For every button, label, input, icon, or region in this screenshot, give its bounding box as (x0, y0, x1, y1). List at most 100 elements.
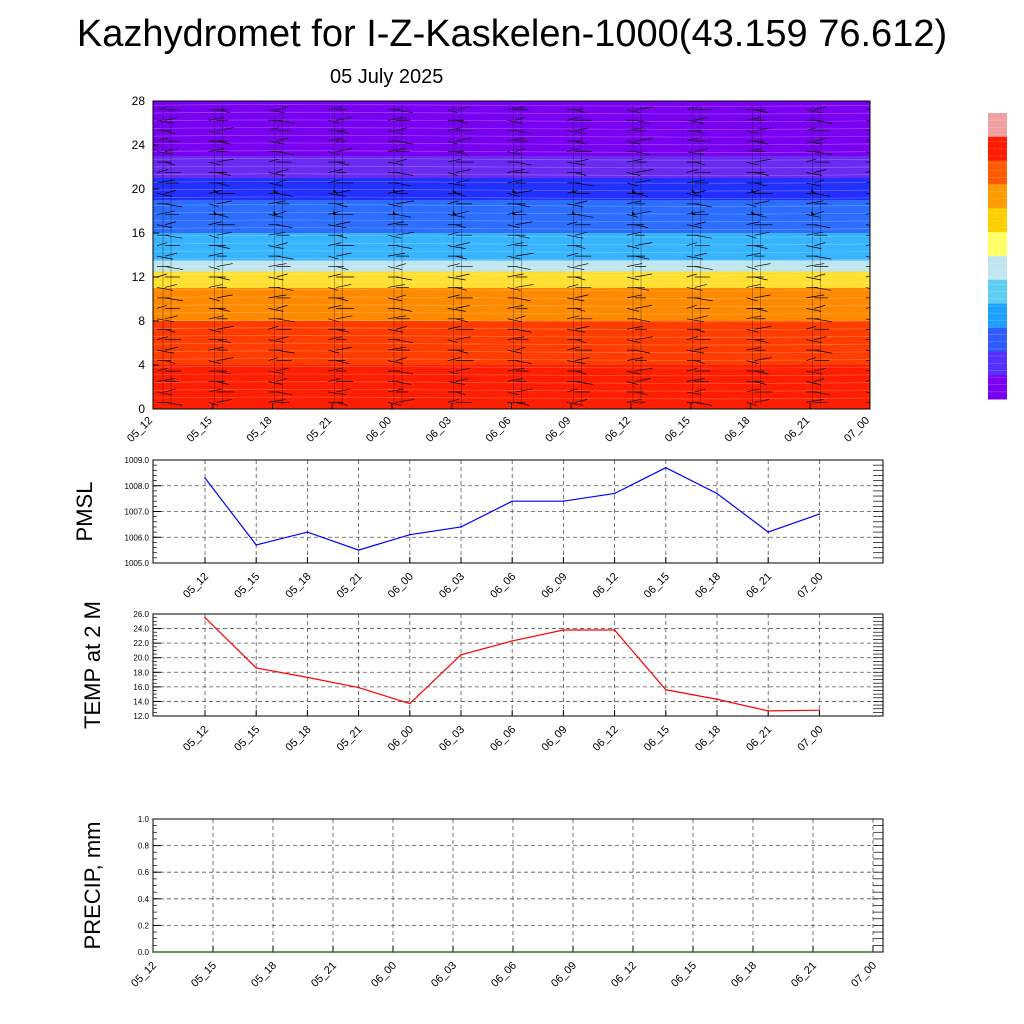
wind-barb (208, 346, 224, 351)
wind-barb (328, 119, 340, 124)
precip-axis-label: PRECIP, mm (80, 822, 105, 950)
pmsl-x-tick-label: 05_21 (335, 571, 365, 601)
precip-x-tick-label: 06_00 (369, 960, 399, 990)
wind-barb (328, 169, 343, 173)
wind-barb (455, 137, 471, 142)
wind-barb (634, 151, 651, 155)
wind-barb (276, 378, 287, 382)
temp-data-point (716, 698, 718, 701)
wind-barb (515, 402, 530, 406)
colorbar-segment (988, 351, 1007, 376)
wind-barb (208, 297, 220, 302)
wind-barb (268, 294, 287, 299)
wind-barb (686, 367, 698, 372)
wind-barb (754, 263, 771, 267)
wind-barb (336, 116, 353, 121)
wind-barb (455, 179, 469, 184)
wind-barb (515, 315, 526, 320)
wind-barb (216, 276, 230, 281)
pmsl-x-tick-label: 06_12 (591, 571, 621, 601)
contour-line (153, 188, 870, 192)
colorbar-segment (988, 113, 1007, 138)
precip-y-tick-label: 0.6 (138, 868, 150, 877)
pmsl-x-tick-label: 06_15 (642, 571, 672, 601)
colorbar-segment (988, 136, 1007, 162)
wind-barb (447, 357, 461, 361)
temp-data-point (306, 676, 309, 679)
wind-barb (865, 275, 870, 278)
contour-line (153, 211, 870, 215)
wind-barb (164, 190, 177, 194)
wind-barb (814, 273, 826, 278)
wind-barb (164, 315, 179, 320)
wind-barb (634, 349, 651, 354)
wind-barb (447, 308, 466, 312)
wind-barb (387, 130, 404, 135)
wind-barb (216, 370, 231, 375)
pmsl-y-tick-label: 1007.0 (125, 508, 150, 517)
wind-barb (874, 117, 890, 120)
pmsl-axis-label: PMSL (72, 482, 97, 542)
wind-barb (575, 294, 589, 299)
wind-barb (328, 287, 339, 291)
pmsl-data-point (511, 500, 513, 503)
wind-barb (336, 234, 348, 239)
wind-barb (814, 224, 831, 229)
wind-barb (447, 172, 458, 176)
wind-barb (208, 148, 224, 152)
wind-pennant (811, 211, 816, 215)
wind-barb (447, 276, 466, 281)
wind-barb (276, 210, 287, 215)
wind-barb (567, 203, 584, 208)
contour-line (153, 327, 870, 330)
temp-y-tick-label: 14.0 (133, 697, 149, 706)
wind-barb (865, 108, 870, 111)
wind-barb (395, 127, 408, 132)
wind-barb (164, 203, 183, 208)
precip-y-tick-label: 1.0 (138, 815, 150, 824)
wind-barb (754, 294, 771, 299)
wind-barb (626, 263, 643, 267)
wind-barb (208, 402, 219, 406)
wind-pennant (691, 189, 696, 193)
pmsl-y-tick-label: 1009.0 (125, 456, 150, 465)
temp-data-point (613, 629, 616, 631)
wind-pennant (273, 211, 278, 215)
wind-barb (455, 210, 469, 215)
wind-barb (626, 231, 642, 236)
wind-barb (276, 151, 295, 155)
wind-barb (447, 325, 461, 330)
x-tick-label: 06_03 (424, 415, 454, 445)
wind-barb (336, 203, 348, 208)
wind-barb (336, 161, 350, 166)
contour-line (153, 273, 870, 277)
wind-barb (156, 367, 169, 372)
precip-x-tick-label: 05_12 (129, 960, 159, 990)
wind-barb (634, 318, 651, 323)
wind-barb (276, 193, 293, 197)
color-band-2 (153, 288, 870, 321)
wind-barb (387, 221, 405, 226)
wind-barb (164, 297, 184, 302)
pmsl-y-tick-label: 1008.0 (125, 482, 150, 491)
wind-barb (268, 109, 285, 114)
wind-barb (387, 148, 407, 152)
wind-barb (336, 328, 350, 333)
cross-section-panel: 0 4 8 12 16 20 24 28 05_12 05_15 05_18 05_21 06_00 06… (125, 94, 890, 445)
wind-barb (507, 179, 523, 184)
wind-barb (575, 325, 590, 330)
wind-barb (515, 252, 534, 257)
temp-y-tick-label: 24.0 (133, 625, 149, 634)
color-band-9 (153, 101, 870, 156)
wind-barb (626, 109, 641, 114)
wind-barb (686, 378, 705, 382)
precip-data-point (272, 951, 274, 953)
colorbar-segment (988, 232, 1007, 257)
wind-barb (806, 370, 823, 375)
wind-barb (507, 318, 522, 323)
contour-line (153, 258, 870, 261)
wind-barb (216, 325, 234, 330)
wind-barb (395, 172, 414, 176)
wind-barb (686, 210, 705, 215)
wind-barb (164, 130, 176, 135)
